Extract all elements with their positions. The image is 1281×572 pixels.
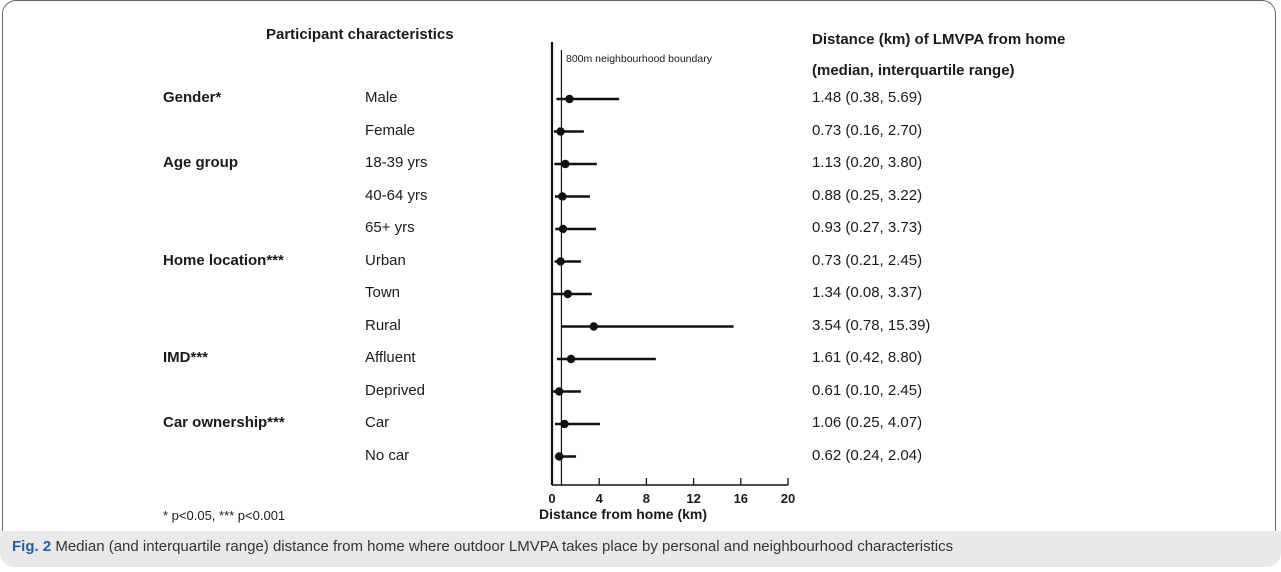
figure-caption: Fig. 2 Median (and interquartile range) … bbox=[12, 538, 953, 555]
group-label: Car ownership*** bbox=[163, 414, 285, 431]
reference-line-label: 800m neighbourhood boundary bbox=[566, 53, 713, 65]
x-tick-label: 8 bbox=[643, 491, 650, 506]
x-tick-label: 4 bbox=[596, 491, 604, 506]
median-point bbox=[560, 419, 569, 429]
median-iqr-value: 1.34 (0.08, 3.37) bbox=[812, 284, 923, 301]
group-label: Gender* bbox=[163, 89, 222, 106]
category-label: 65+ yrs bbox=[365, 219, 415, 236]
category-label: Female bbox=[365, 121, 416, 139]
distance-header-line2: (median, interquartile range) bbox=[812, 62, 1015, 79]
median-iqr-value: 0.61 (0.10, 2.45) bbox=[812, 381, 923, 399]
category-label: Male bbox=[365, 89, 398, 106]
category-label: 40-64 yrs bbox=[365, 186, 428, 204]
category-label: Deprived bbox=[365, 381, 426, 399]
median-point bbox=[556, 257, 565, 266]
category-label: Car bbox=[365, 414, 390, 431]
median-iqr-value: 0.62 (0.24, 2.04) bbox=[812, 446, 923, 464]
median-point bbox=[555, 452, 564, 461]
significance-footnote: * p<0.05, *** p<0.001 bbox=[163, 508, 286, 523]
median-iqr-value: 3.54 (0.78, 15.39) bbox=[812, 316, 931, 334]
median-iqr-value: 1.61 (0.42, 8.80) bbox=[812, 349, 923, 366]
x-tick-label: 0 bbox=[548, 491, 555, 506]
caption-bar bbox=[0, 531, 1281, 567]
figure-number: Fig. 2 bbox=[12, 538, 52, 555]
median-point bbox=[561, 159, 570, 169]
median-iqr-value: 1.06 (0.25, 4.07) bbox=[812, 414, 923, 431]
participant-header: Participant characteristics bbox=[266, 26, 454, 43]
group-label: IMD*** bbox=[163, 349, 209, 366]
median-point bbox=[556, 127, 565, 136]
median-iqr-value: 0.73 (0.21, 2.45) bbox=[812, 251, 923, 269]
category-label: Urban bbox=[365, 251, 406, 269]
x-tick-label: 12 bbox=[686, 491, 700, 506]
median-point bbox=[554, 387, 564, 396]
category-label: No car bbox=[365, 446, 410, 464]
distance-header-line1: Distance (km) of LMVPA from home bbox=[812, 31, 1066, 48]
x-tick-label: 16 bbox=[734, 491, 748, 506]
median-point bbox=[558, 224, 568, 234]
median-point bbox=[589, 322, 598, 331]
median-iqr-value: 1.13 (0.20, 3.80) bbox=[812, 154, 923, 171]
median-iqr-value: 0.88 (0.25, 3.22) bbox=[812, 186, 923, 204]
category-label: Affluent bbox=[365, 349, 416, 366]
median-point bbox=[565, 94, 574, 104]
x-tick-label: 20 bbox=[781, 491, 795, 506]
median-point bbox=[558, 192, 567, 201]
median-iqr-value: 1.48 (0.38, 5.69) bbox=[812, 89, 923, 106]
median-point bbox=[566, 354, 576, 364]
group-label: Home location*** bbox=[163, 251, 284, 269]
median-iqr-value: 0.73 (0.16, 2.70) bbox=[812, 121, 923, 139]
median-iqr-value: 0.93 (0.27, 3.73) bbox=[812, 219, 923, 236]
median-point bbox=[563, 289, 573, 299]
category-label: Rural bbox=[365, 316, 401, 334]
category-label: 18-39 yrs bbox=[365, 154, 428, 171]
x-axis-title: Distance from home (km) bbox=[539, 506, 707, 522]
group-label: Age group bbox=[163, 154, 238, 171]
caption-text: Median (and interquartile range) distanc… bbox=[51, 538, 954, 555]
category-label: Town bbox=[365, 284, 401, 301]
